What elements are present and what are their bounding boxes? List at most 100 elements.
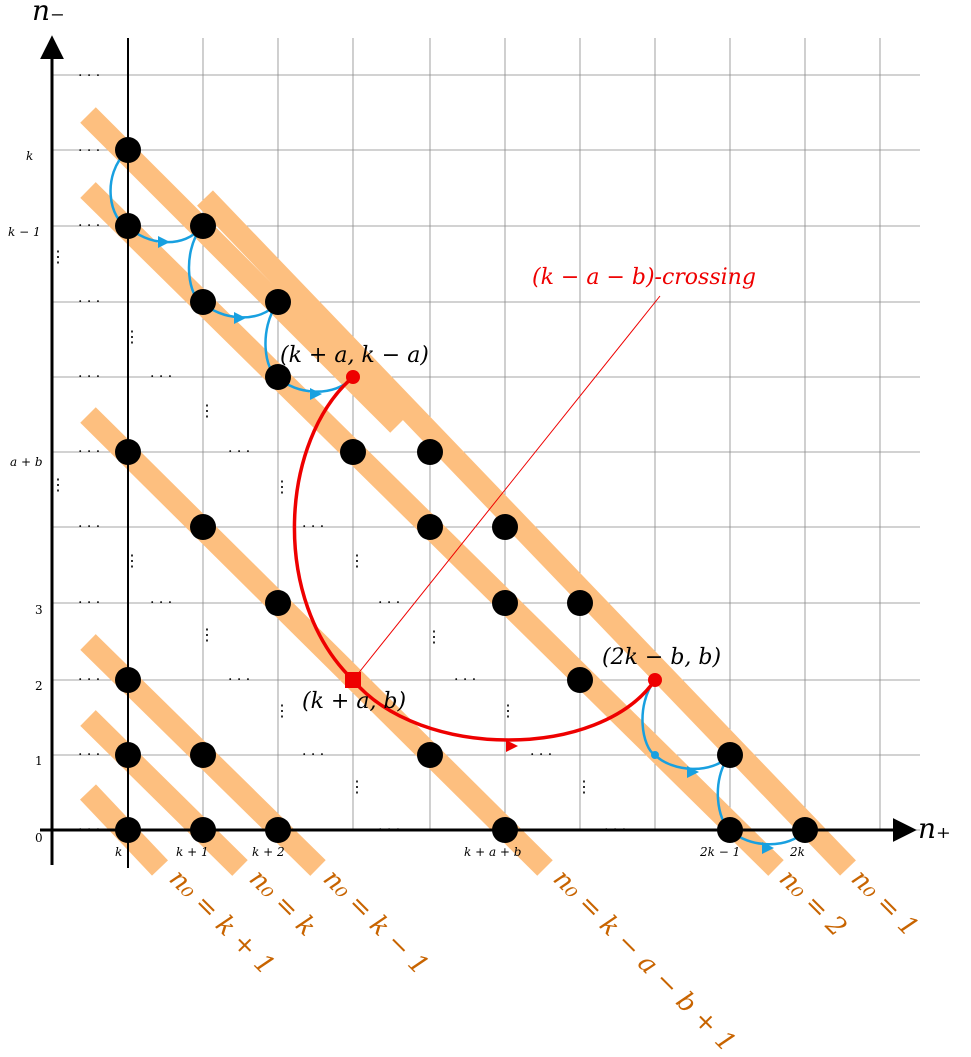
lattice-point — [190, 514, 216, 540]
x-tick-label: k + a + b — [464, 845, 521, 859]
lattice-point — [190, 213, 216, 239]
hdots-glyph: · · · — [78, 519, 100, 535]
blue-arrowhead-icon — [687, 766, 699, 778]
crossing-start-label: (k + a, k − a) — [280, 343, 429, 368]
lattice-point — [190, 817, 216, 843]
lattice-point — [492, 817, 518, 843]
hdots-glyph: · · · — [78, 218, 100, 234]
diag-label-n0-k: n₀ = k — [243, 864, 322, 943]
vdots-glyph: ⋮ — [124, 551, 140, 570]
y-tick-label: 3 — [35, 603, 43, 617]
diagonal-labels: n₀ = k + 1 n₀ = k n₀ = k − 1 n₀ = k − a … — [163, 864, 924, 1057]
diag-label-n0-2: n₀ = 2 — [773, 864, 852, 943]
lattice-point — [115, 213, 141, 239]
x-tick-label: 2k − 1 — [699, 845, 740, 859]
red-point-mid — [345, 672, 361, 688]
hdots-glyph: · · · — [302, 747, 324, 763]
hdots-glyph: · · · — [78, 595, 100, 611]
y-tick-labels: k k − 1 a + b 3 2 1 0 — [8, 149, 43, 845]
y-tick-label: a + b — [10, 455, 43, 469]
lattice-point — [417, 439, 443, 465]
lattice-point — [567, 667, 593, 693]
grid — [52, 38, 920, 831]
vdots-glyph: ⋮ — [349, 551, 365, 570]
hdots-glyph: · · · — [78, 747, 100, 763]
vdots-glyph: ⋮ — [500, 701, 516, 720]
blue-arrowhead-icon — [234, 312, 246, 324]
hdots-glyph: · · · — [78, 444, 100, 460]
blue-arrowhead-icon — [762, 842, 774, 854]
vdots-glyph: ⋮ — [199, 401, 215, 420]
vdots-glyph: ⋮ — [199, 625, 215, 644]
red-arrowhead-icon — [506, 740, 518, 752]
hdots-glyph: · · · — [378, 595, 400, 611]
lattice-point — [115, 667, 141, 693]
red-point-start — [346, 370, 360, 384]
y-tick-label: k — [26, 149, 33, 163]
diag-label-n0-k-a-b-plus-1: n₀ = k − a − b + 1 — [547, 864, 741, 1057]
lattice-points — [115, 137, 818, 843]
lattice-point — [115, 439, 141, 465]
hdots-glyph: · · · — [78, 68, 100, 84]
lattice-point — [340, 439, 366, 465]
band-n0-k-a-b-plus-1 — [80, 710, 248, 876]
x-tick-label: k — [115, 845, 122, 859]
band-n0-k-plus-1 — [80, 107, 406, 433]
lattice-point — [265, 817, 291, 843]
hdots-glyph: · · · — [78, 822, 100, 838]
crossing-mid-label: (k + a, b) — [302, 689, 406, 714]
lattice-point — [265, 364, 291, 390]
y-tick-label: 2 — [35, 679, 43, 693]
x-tick-label: k + 1 — [176, 845, 209, 859]
x-tick-labels: k k + 1 k + 2 k + a + b 2k − 1 2k — [115, 845, 805, 859]
hdots-glyph: · · · — [150, 595, 172, 611]
vdots-glyph: ⋮ — [426, 627, 442, 646]
hdots-glyph: · · · — [228, 444, 250, 460]
lattice-point — [190, 289, 216, 315]
vdots-glyph: ⋮ — [50, 247, 66, 266]
crossing-end-label: (2k − b, b) — [602, 645, 721, 670]
vdots-glyph: ⋮ — [349, 777, 365, 796]
diag-label-n0-k-minus-1: n₀ = k − 1 — [317, 864, 434, 981]
vdots-glyph: ⋮ — [124, 327, 140, 346]
lattice-point — [792, 817, 818, 843]
x-tick-label: k + 2 — [252, 845, 285, 859]
hdots-glyph: · · · — [78, 143, 100, 159]
diag-label-n0-1: n₀ = 1 — [845, 864, 924, 943]
hdots-glyph: · · · — [378, 822, 400, 838]
lattice-point — [567, 590, 593, 616]
x-tick-label: 2k — [789, 845, 805, 859]
lattice-point — [115, 137, 141, 163]
hdots-glyph: · · · — [530, 747, 552, 763]
red-point-end — [648, 673, 662, 687]
lattice-point — [492, 514, 518, 540]
lattice-point — [115, 742, 141, 768]
hdots-glyph: · · · — [78, 369, 100, 385]
vdots-glyph: ⋮ — [274, 701, 290, 720]
red-crossing-arc-down — [351, 678, 657, 742]
lattice-point — [265, 289, 291, 315]
band-n0-k-minus-1 — [80, 407, 553, 876]
blue-arrowhead-icon — [310, 388, 322, 400]
vdots-glyph: ⋮ — [576, 777, 592, 796]
hdots-glyph: · · · — [150, 369, 172, 385]
red-crossing-arc-up — [292, 375, 355, 682]
hdots-glyph: · · · — [228, 672, 250, 688]
y-axis-title: n₋ — [32, 0, 65, 27]
ellipsis-markers: · · · · · · · · · · · · · · · · · · · · · · · ·… — [50, 68, 626, 838]
lattice-point — [717, 817, 743, 843]
crossing-label: (k − a − b)-crossing — [532, 265, 756, 290]
blue-dot — [651, 751, 659, 759]
hdots-glyph: · · · — [604, 822, 626, 838]
hdots-glyph: · · · — [78, 672, 100, 688]
lattice-point — [190, 742, 216, 768]
y-tick-label: k − 1 — [8, 225, 41, 239]
hdots-glyph: · · · — [454, 672, 476, 688]
vdots-glyph: ⋮ — [274, 477, 290, 496]
lattice-point — [717, 742, 743, 768]
lattice-point — [417, 742, 443, 768]
crossing-pointer-line — [352, 295, 661, 681]
y-tick-label: 0 — [35, 831, 43, 845]
lattice-point — [417, 514, 443, 540]
